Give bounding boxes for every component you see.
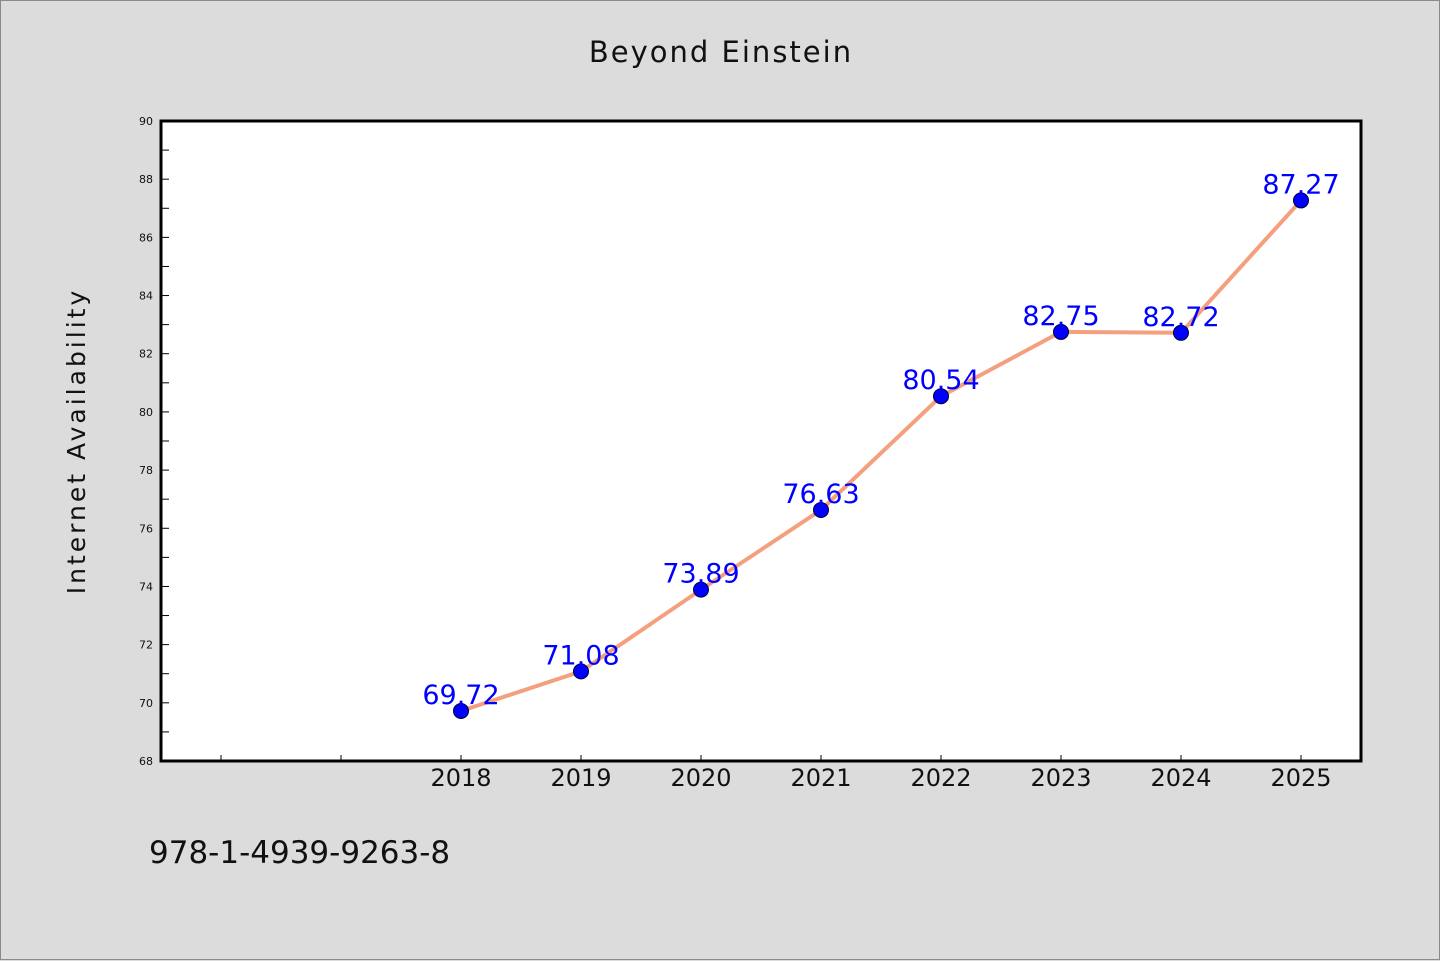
- series-line: [460, 199, 1303, 713]
- data-point: [1293, 192, 1309, 209]
- plot-area: [159, 119, 1363, 763]
- y-tick-label: 74: [139, 580, 153, 593]
- y-tick-label: 86: [139, 231, 153, 244]
- y-tick-label: 90: [139, 115, 153, 128]
- y-tick-label: 78: [139, 464, 153, 477]
- data-label: 82.75: [1022, 301, 1099, 332]
- data-label: 82.72: [1142, 302, 1219, 333]
- y-tick-label: 84: [139, 290, 153, 303]
- data-point: [693, 581, 709, 598]
- x-tick-label: 2018: [430, 764, 491, 792]
- y-axis-label: Internet Availability: [62, 288, 91, 594]
- data-label: 76.63: [782, 479, 859, 510]
- data-label: 69.72: [422, 680, 499, 711]
- y-tick-label: 72: [139, 639, 153, 652]
- x-tick-label: 2019: [550, 764, 611, 792]
- data-point: [933, 388, 949, 405]
- data-label: 80.54: [902, 365, 979, 396]
- x-tick-label: 2021: [790, 764, 851, 792]
- data-label: 73.89: [662, 559, 739, 590]
- x-tick-label: 2023: [1030, 764, 1091, 792]
- y-tick-label: 82: [139, 348, 153, 361]
- y-tick-label: 68: [139, 755, 153, 768]
- x-tick-label: 2020: [670, 764, 731, 792]
- x-tick-label: 2025: [1270, 764, 1331, 792]
- data-point: [453, 702, 469, 719]
- y-tick-label: 76: [139, 522, 153, 535]
- y-tick-label: 80: [139, 406, 153, 419]
- chart-title: Beyond Einstein: [588, 35, 854, 69]
- y-tick-label: 70: [139, 697, 153, 710]
- data-point: [573, 663, 589, 680]
- data-point: [813, 501, 829, 518]
- x-tick-label: 2022: [910, 764, 971, 792]
- data-label: 71.08: [542, 640, 619, 671]
- x-tick-label: 2024: [1150, 764, 1211, 792]
- y-tick-label: 88: [139, 173, 153, 186]
- data-point: [1053, 323, 1069, 340]
- isbn-code: 978-1-4939-9263-8: [149, 835, 451, 871]
- data-label: 87.27: [1262, 169, 1339, 200]
- data-point: [1173, 324, 1189, 341]
